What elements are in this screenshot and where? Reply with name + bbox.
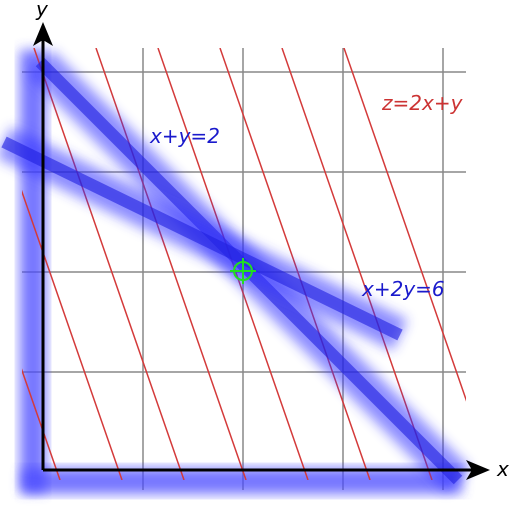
y-axis-label: y (35, 0, 49, 21)
line-label: x+2y=6 (361, 277, 445, 301)
y-arrow (33, 22, 53, 46)
x-arrow (466, 460, 490, 480)
objective-label: z=2x+y (381, 91, 464, 115)
line-label: x+y=2 (149, 124, 220, 148)
axes (41, 40, 478, 472)
optimum-marker (230, 258, 256, 284)
x-axis-label: x (496, 457, 509, 481)
